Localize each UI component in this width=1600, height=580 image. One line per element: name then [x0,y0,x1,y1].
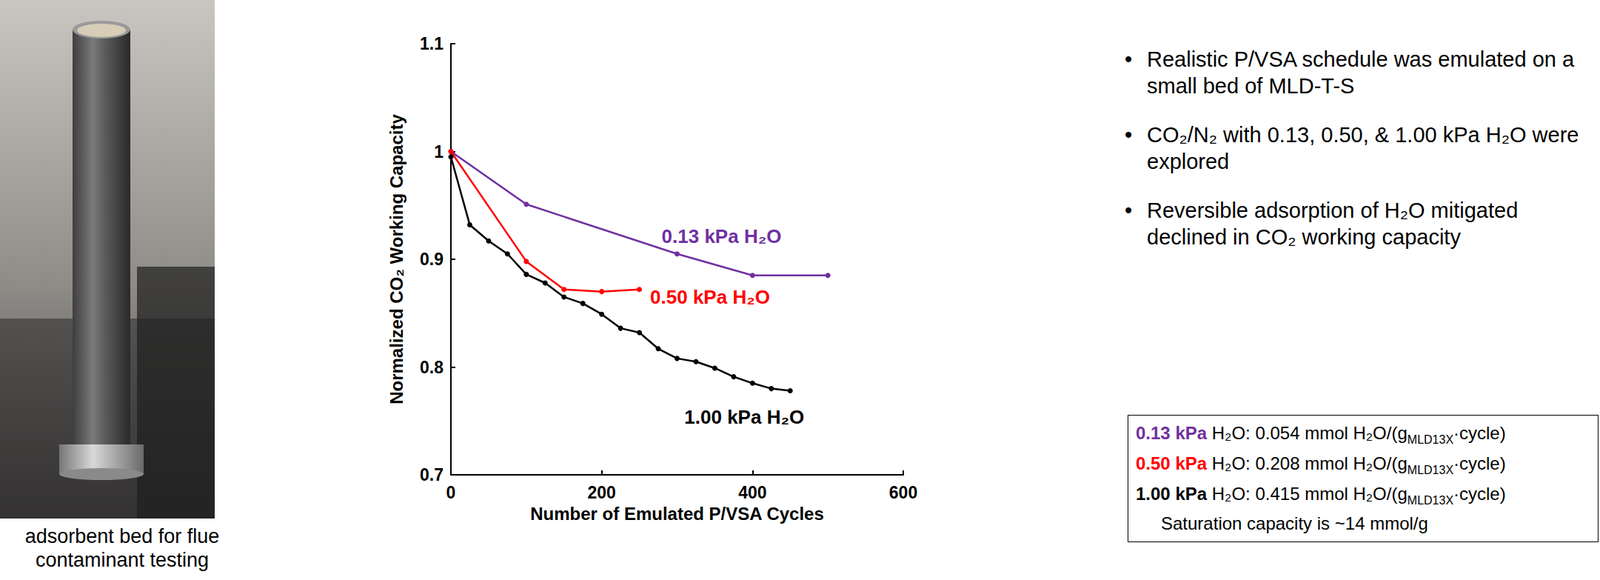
svg-text:Number of Emulated P/VSA Cycle: Number of Emulated P/VSA Cycles [530,503,825,524]
html-text:contaminant testing: contaminant testing [35,548,209,571]
svg-text:1.1: 1.1 [419,34,444,54]
html-text:Saturation capacity is ~14 mmo: Saturation capacity is ~14 mmol/g [1160,513,1429,534]
html-text:Reversible adsorption of H₂O m: Reversible adsorption of H₂O mitigated d… [1146,198,1519,249]
svg-text:0.7: 0.7 [419,464,444,485]
html-text:adsorbent bed for flue: adsorbent bed for flue [24,524,220,548]
svg-text:1: 1 [433,142,444,162]
svg-text:0: 0 [446,482,457,502]
svg-text:600: 600 [889,482,918,502]
svg-text:200: 200 [587,482,616,502]
html-text:1.00 kPa H₂O: 0.415 mmol H₂O/(: 1.00 kPa H₂O: 0.415 mmol H₂O/(gMLD13X·cy… [1135,483,1506,506]
html-text:CO₂/N₂ with 0.13, 0.50, & 1.00: CO₂/N₂ with 0.13, 0.50, & 1.00 kPa H₂O w… [1146,122,1579,174]
svg-text:0.9: 0.9 [419,249,444,269]
html-text:0.50 kPa H₂O: 0.208 mmol H₂O/(: 0.50 kPa H₂O: 0.208 mmol H₂O/(gMLD13X·cy… [1135,452,1506,476]
svg-text:0.13 kPa H₂O: 0.13 kPa H₂O [661,225,782,248]
svg-text:0.8: 0.8 [419,357,444,377]
svg-text:0.50 kPa H₂O: 0.50 kPa H₂O [650,285,771,309]
html-text:0.13 kPa H₂O: 0.054 mmol H₂O/(: 0.13 kPa H₂O: 0.054 mmol H₂O/(gMLD13X·cy… [1135,422,1506,446]
svg-text:Normalized CO₂ Working Capacit: Normalized CO₂ Working Capacity [386,114,407,405]
svg-text:1.00 kPa H₂O: 1.00 kPa H₂O [684,405,805,428]
html-text:Realistic P/VSA schedule was e: Realistic P/VSA schedule was emulated on… [1146,47,1575,98]
svg-text:400: 400 [738,482,767,502]
